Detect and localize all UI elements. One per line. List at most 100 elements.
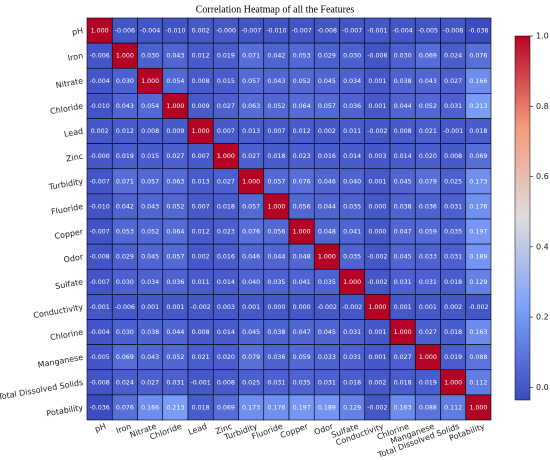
heatmap-cell (339, 243, 366, 270)
heatmap-cell (339, 394, 366, 421)
cell-label: -0.008 (89, 379, 109, 386)
heatmap-cell (364, 243, 391, 270)
heatmap-cell (389, 42, 416, 69)
cell-label: 0.030 (343, 53, 361, 60)
y-tick-label: Iron (67, 51, 84, 63)
y-tick-label: Chlorine (49, 328, 83, 343)
cell-label: 0.002 (192, 254, 210, 261)
heatmap-cell (364, 193, 391, 220)
heatmap-cell (238, 193, 265, 220)
heatmap-cell (263, 243, 290, 270)
cell-label: 0.008 (217, 379, 235, 386)
heatmap-cell (313, 344, 340, 371)
heatmap-cell (137, 294, 164, 320)
y-tick-label: Sulfate (54, 277, 83, 291)
x-tick-label: Lead (187, 422, 208, 437)
cell-label: 1.000 (166, 103, 184, 110)
heatmap-cell (465, 268, 492, 295)
heatmap-cell (162, 193, 189, 220)
cell-label: 0.029 (116, 254, 134, 261)
heatmap-cell (212, 93, 239, 119)
heatmap-cell (187, 42, 214, 69)
cell-label: 0.020 (419, 153, 437, 160)
cell-label: 0.054 (141, 103, 159, 110)
cell-label: 0.076 (293, 178, 311, 185)
cell-label: 0.018 (267, 153, 285, 160)
cell-label: 0.002 (444, 304, 462, 311)
cell-label: 0.027 (217, 103, 235, 110)
cell-label: -0.002 (367, 254, 387, 261)
cell-label: 1.000 (444, 379, 462, 386)
heatmap-cell (440, 42, 467, 69)
heatmap-cell (238, 143, 265, 170)
heatmap-cell (263, 118, 290, 144)
heatmap-cell (263, 344, 290, 371)
heatmap-cell (263, 93, 290, 119)
heatmap-cell (137, 93, 164, 119)
cell-label: 0.069 (419, 53, 437, 60)
cell-label: 0.163 (394, 404, 412, 411)
cell-label: 0.057 (141, 178, 159, 185)
y-tick-label: pH (71, 26, 83, 37)
heatmap-cell (465, 294, 492, 320)
cell-label: -0.006 (367, 53, 387, 60)
cell-label: 1.000 (242, 178, 260, 185)
cell-label: 0.043 (166, 53, 184, 60)
heatmap-cell (263, 143, 290, 170)
cell-label: -0.005 (418, 28, 438, 35)
heatmap-cell (263, 369, 290, 396)
heatmap-cell (111, 394, 138, 421)
heatmap-cell (440, 319, 467, 345)
heatmap-cell (238, 168, 265, 195)
cell-label: 0.112 (444, 404, 462, 411)
cell-label: 0.040 (343, 178, 361, 185)
cell-label: -0.004 (89, 329, 109, 336)
cell-label: 0.052 (293, 78, 311, 85)
cell-label: 0.012 (293, 128, 311, 135)
heatmap-cell (111, 294, 138, 320)
heatmap-cell (111, 268, 138, 295)
cell-label: 0.036 (419, 203, 437, 210)
colorbar-tick-label: 0.8 (536, 102, 549, 111)
cell-label: -0.004 (392, 28, 412, 35)
cell-label: 0.197 (293, 404, 311, 411)
cell-label: 0.054 (166, 78, 184, 85)
colorbar-tick-label: 0.4 (536, 242, 549, 251)
cell-label: 0.035 (343, 203, 361, 210)
cell-label: -0.002 (342, 304, 362, 311)
heatmap-cell (187, 93, 214, 119)
cell-label: 0.031 (444, 203, 462, 210)
heatmap-cell (414, 67, 441, 94)
cell-label: 0.031 (343, 354, 361, 361)
heatmap-cell (86, 143, 113, 170)
heatmap-cell (137, 394, 164, 421)
cell-label: -0.007 (342, 28, 362, 35)
heatmap-cell (212, 42, 239, 69)
heatmap-cell (389, 67, 416, 94)
heatmap-cell (465, 344, 492, 371)
y-tick-label: Manganese (37, 353, 84, 370)
heatmap-cell (313, 67, 340, 94)
cell-label: 0.035 (293, 379, 311, 386)
cell-label: 0.001 (141, 304, 159, 311)
heatmap-cell (414, 319, 441, 345)
heatmap-cell (339, 93, 366, 119)
cell-label: 0.063 (242, 103, 260, 110)
cell-label: 0.069 (217, 404, 235, 411)
heatmap-cell (440, 143, 467, 170)
cell-label: 1.000 (116, 53, 134, 60)
cell-label: -0.002 (367, 128, 387, 135)
cell-label: 0.025 (242, 379, 260, 386)
cell-label: 0.048 (293, 254, 311, 261)
heatmap-cell (137, 42, 164, 69)
cell-label: 0.036 (343, 103, 361, 110)
colorbar-tick-label: 0.6 (536, 172, 549, 181)
cell-label: 0.189 (469, 254, 487, 261)
cell-label: -0.002 (367, 279, 387, 286)
cell-label: 0.002 (91, 128, 109, 135)
cell-label: 0.027 (444, 78, 462, 85)
cell-label: 0.043 (267, 78, 285, 85)
cell-label: -0.008 (89, 254, 109, 261)
heatmap-cell (414, 344, 441, 371)
